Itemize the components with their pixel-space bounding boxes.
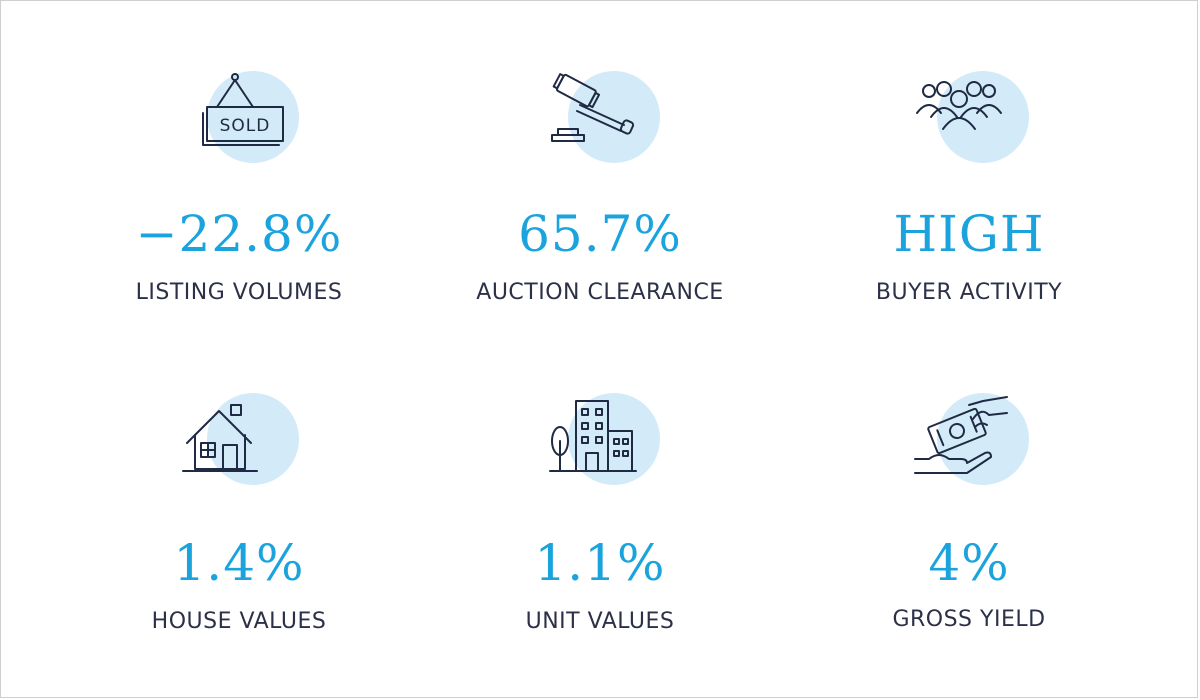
gavel-icon <box>540 65 660 185</box>
stat-listing-volumes: SOLD −22.8% LISTING VOLUMES <box>39 1 439 331</box>
stat-label: BUYER ACTIVITY <box>875 280 1063 305</box>
stat-label: LISTING VOLUMES <box>135 280 343 305</box>
stat-value: 1.1% <box>534 534 666 592</box>
stat-gross-yield: 4% GROSS YIELD <box>769 331 1169 671</box>
stat-label: UNIT VALUES <box>525 609 675 634</box>
stat-label: GROSS YIELD <box>892 607 1046 632</box>
people-group-icon <box>909 65 1029 185</box>
stat-value: 4% <box>928 534 1010 592</box>
apartment-building-icon <box>540 387 660 507</box>
stat-house-values: 1.4% HOUSE VALUES <box>39 331 439 671</box>
stat-label: AUCTION CLEARANCE <box>476 280 724 305</box>
stat-value: 1.4% <box>173 534 305 592</box>
stat-auction-clearance: 65.7% AUCTION CLEARANCE <box>400 1 800 331</box>
sold-sign-text: SOLD <box>220 116 271 136</box>
house-icon <box>179 387 299 507</box>
stat-value: 65.7% <box>518 205 682 263</box>
stat-label: HOUSE VALUES <box>151 609 327 634</box>
stat-value: HIGH <box>893 205 1045 263</box>
money-hand-icon <box>909 387 1029 507</box>
stat-value: −22.8% <box>135 205 343 263</box>
stat-buyer-activity: HIGH BUYER ACTIVITY <box>769 1 1169 331</box>
sold-sign-icon: SOLD <box>179 65 299 185</box>
stat-unit-values: 1.1% UNIT VALUES <box>400 331 800 671</box>
